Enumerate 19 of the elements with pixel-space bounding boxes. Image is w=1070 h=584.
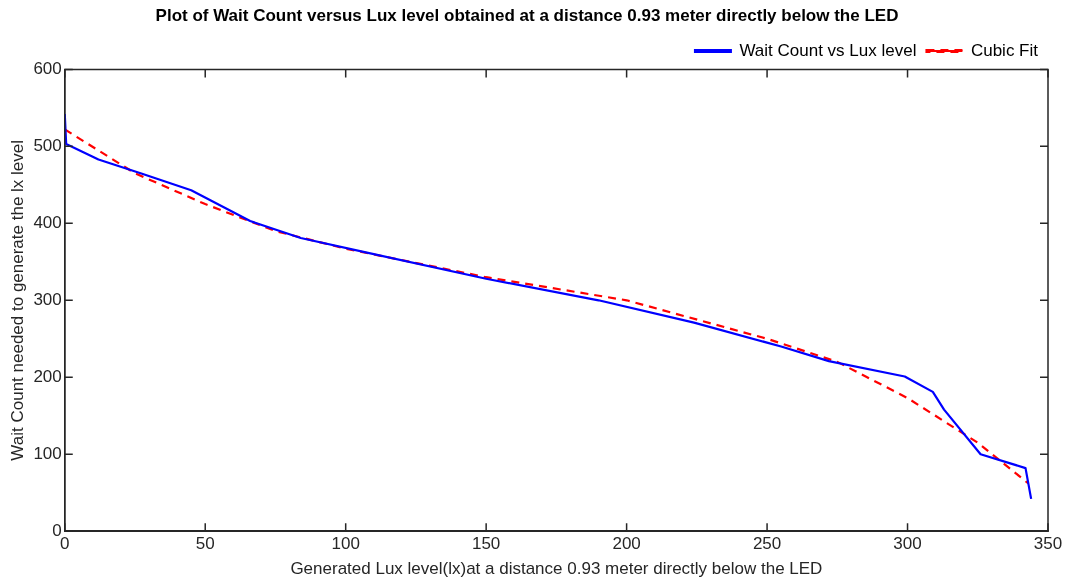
y-tick-label: 300 [33,289,62,309]
y-axis-title: Wait Count needed to generate the lx level [7,139,27,461]
x-tick-label: 150 [471,534,501,554]
x-tick-label: 350 [1033,534,1063,554]
legend-label: Wait Count vs Lux level [739,40,917,60]
legend-label: Cubic Fit [970,40,1039,60]
x-axis-title: Generated Lux level(lx)at a distance 0.93 meter directly below the LED [290,559,823,579]
y-tick-label: 0 [52,520,62,540]
chart-title: Plot of Wait Count versus Lux level obtained at a distance 0.93 meter directly below the LED [155,5,899,25]
x-tick-label: 100 [331,534,360,554]
x-tick-label: 250 [752,534,782,554]
y-tick-label: 500 [33,136,62,156]
y-tick-label: 400 [33,213,62,233]
y-tick-label: 100 [33,443,62,463]
x-tick-label: 300 [893,534,922,554]
x-tick-label: 200 [612,534,641,554]
x-tick-label: 50 [195,534,215,554]
y-tick-label: 200 [33,366,62,386]
y-tick-label: 600 [33,59,62,79]
